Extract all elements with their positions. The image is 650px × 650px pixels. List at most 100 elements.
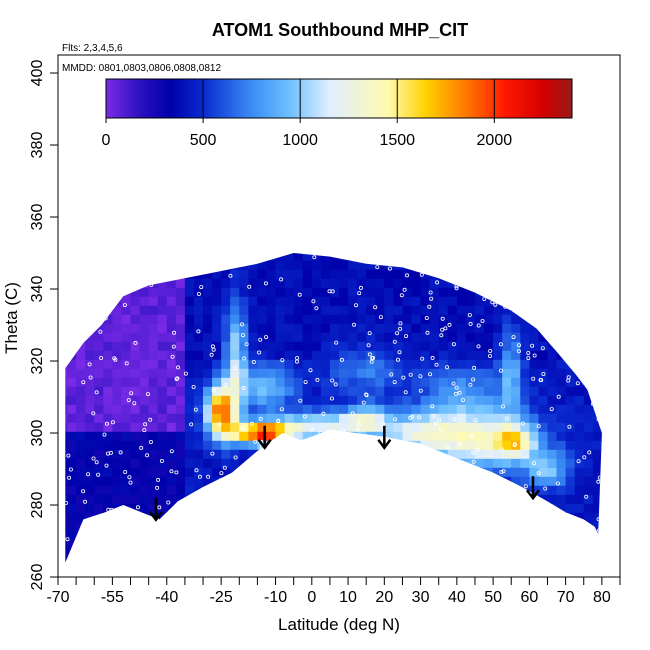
observation-point — [112, 356, 117, 361]
heat-cell — [203, 566, 213, 576]
heat-cell — [611, 359, 621, 369]
heat-cell — [366, 260, 376, 270]
heat-cell — [393, 476, 404, 486]
heat-cell — [384, 253, 394, 261]
observation-point — [279, 277, 284, 282]
heat-cell — [456, 260, 467, 270]
heat-cell — [384, 413, 394, 423]
heat-cell — [375, 449, 385, 459]
heat-cell — [348, 431, 358, 441]
heat-cell — [85, 476, 95, 486]
heat-cell — [230, 404, 240, 414]
heat-cell — [511, 512, 521, 522]
observation-point — [285, 448, 290, 453]
heat-cell — [393, 422, 404, 432]
heat-cell — [339, 359, 349, 369]
heat-cell — [194, 323, 204, 333]
heat-cell — [520, 332, 530, 342]
heat-cell — [311, 260, 322, 270]
heat-cell — [230, 494, 240, 504]
heat-cell — [320, 449, 331, 459]
heat-cell — [384, 341, 394, 351]
heat-cell — [366, 503, 376, 513]
dates-subtitle: MMDD: 0801,0803,0806,0808,0812 — [62, 63, 221, 74]
heat-cell — [284, 503, 295, 513]
heat-cell — [348, 368, 358, 378]
heat-cell — [65, 278, 68, 288]
heat-cell — [302, 476, 313, 486]
heat-cell — [429, 260, 440, 270]
heat-cell — [430, 233, 440, 243]
heat-cell — [148, 440, 159, 450]
observation-point — [367, 331, 372, 336]
observation-point — [169, 530, 174, 535]
heat-cell — [311, 449, 322, 459]
heat-cell — [139, 332, 150, 342]
heat-cell — [565, 476, 576, 486]
heat-cell — [194, 377, 204, 387]
heat-cell — [465, 521, 476, 531]
heat-cell — [293, 485, 304, 495]
heat-cell — [592, 253, 602, 261]
heat-cell — [339, 260, 349, 270]
heat-cell — [420, 368, 431, 378]
observation-point — [146, 523, 151, 528]
heat-cell — [357, 215, 367, 225]
heat-cell — [465, 341, 476, 351]
x-tick-label: -55 — [101, 589, 124, 606]
heat-cell — [194, 485, 204, 495]
heat-cell — [203, 521, 213, 531]
heat-cell — [157, 431, 168, 441]
observation-point — [403, 390, 408, 395]
heat-cell — [375, 242, 385, 252]
heat-cell — [566, 566, 576, 576]
heat-cell — [329, 521, 340, 531]
heat-cell — [511, 233, 521, 243]
heat-cell — [139, 341, 150, 351]
heat-cell — [284, 494, 295, 504]
heat-cell — [447, 413, 458, 423]
heat-cell — [339, 476, 349, 486]
heat-cell — [94, 242, 104, 252]
heat-cell — [538, 485, 549, 495]
observation-point — [418, 388, 423, 393]
heat-cell — [293, 368, 304, 378]
heat-cell — [511, 332, 521, 342]
heat-cell — [266, 503, 277, 513]
heat-cell — [103, 548, 113, 558]
heat-cell — [139, 260, 150, 270]
heat-cell — [375, 296, 385, 306]
heat-cell — [175, 503, 186, 513]
heat-cell — [230, 233, 240, 243]
heat-cell — [284, 440, 295, 450]
heat-cell — [203, 341, 213, 351]
heat-cell — [366, 242, 376, 252]
heat-cell — [203, 278, 213, 288]
observation-point — [92, 526, 97, 531]
heat-cell — [248, 260, 259, 270]
heat-cell — [529, 377, 540, 387]
heat-cell — [149, 215, 159, 225]
heat-cell — [357, 431, 367, 441]
heat-cell — [511, 467, 521, 477]
heat-cell — [76, 386, 86, 396]
observation-point — [126, 398, 131, 403]
observation-point — [471, 450, 476, 455]
heat-cell — [94, 341, 104, 351]
heat-cell — [484, 314, 494, 324]
observation-point — [196, 291, 201, 296]
heat-cell — [284, 287, 295, 297]
heat-cell — [94, 305, 104, 315]
heat-cell — [239, 485, 249, 495]
heat-cell — [221, 296, 231, 306]
heat-cell — [456, 548, 467, 558]
heat-cell — [311, 332, 322, 342]
heat-cell — [357, 368, 367, 378]
heat-cell — [511, 242, 521, 252]
heat-cell — [611, 386, 621, 396]
heat-cell — [484, 476, 494, 486]
heat-cell — [502, 566, 512, 576]
heat-cell — [185, 566, 195, 576]
heat-cell — [320, 260, 331, 270]
heat-cell — [94, 269, 104, 279]
